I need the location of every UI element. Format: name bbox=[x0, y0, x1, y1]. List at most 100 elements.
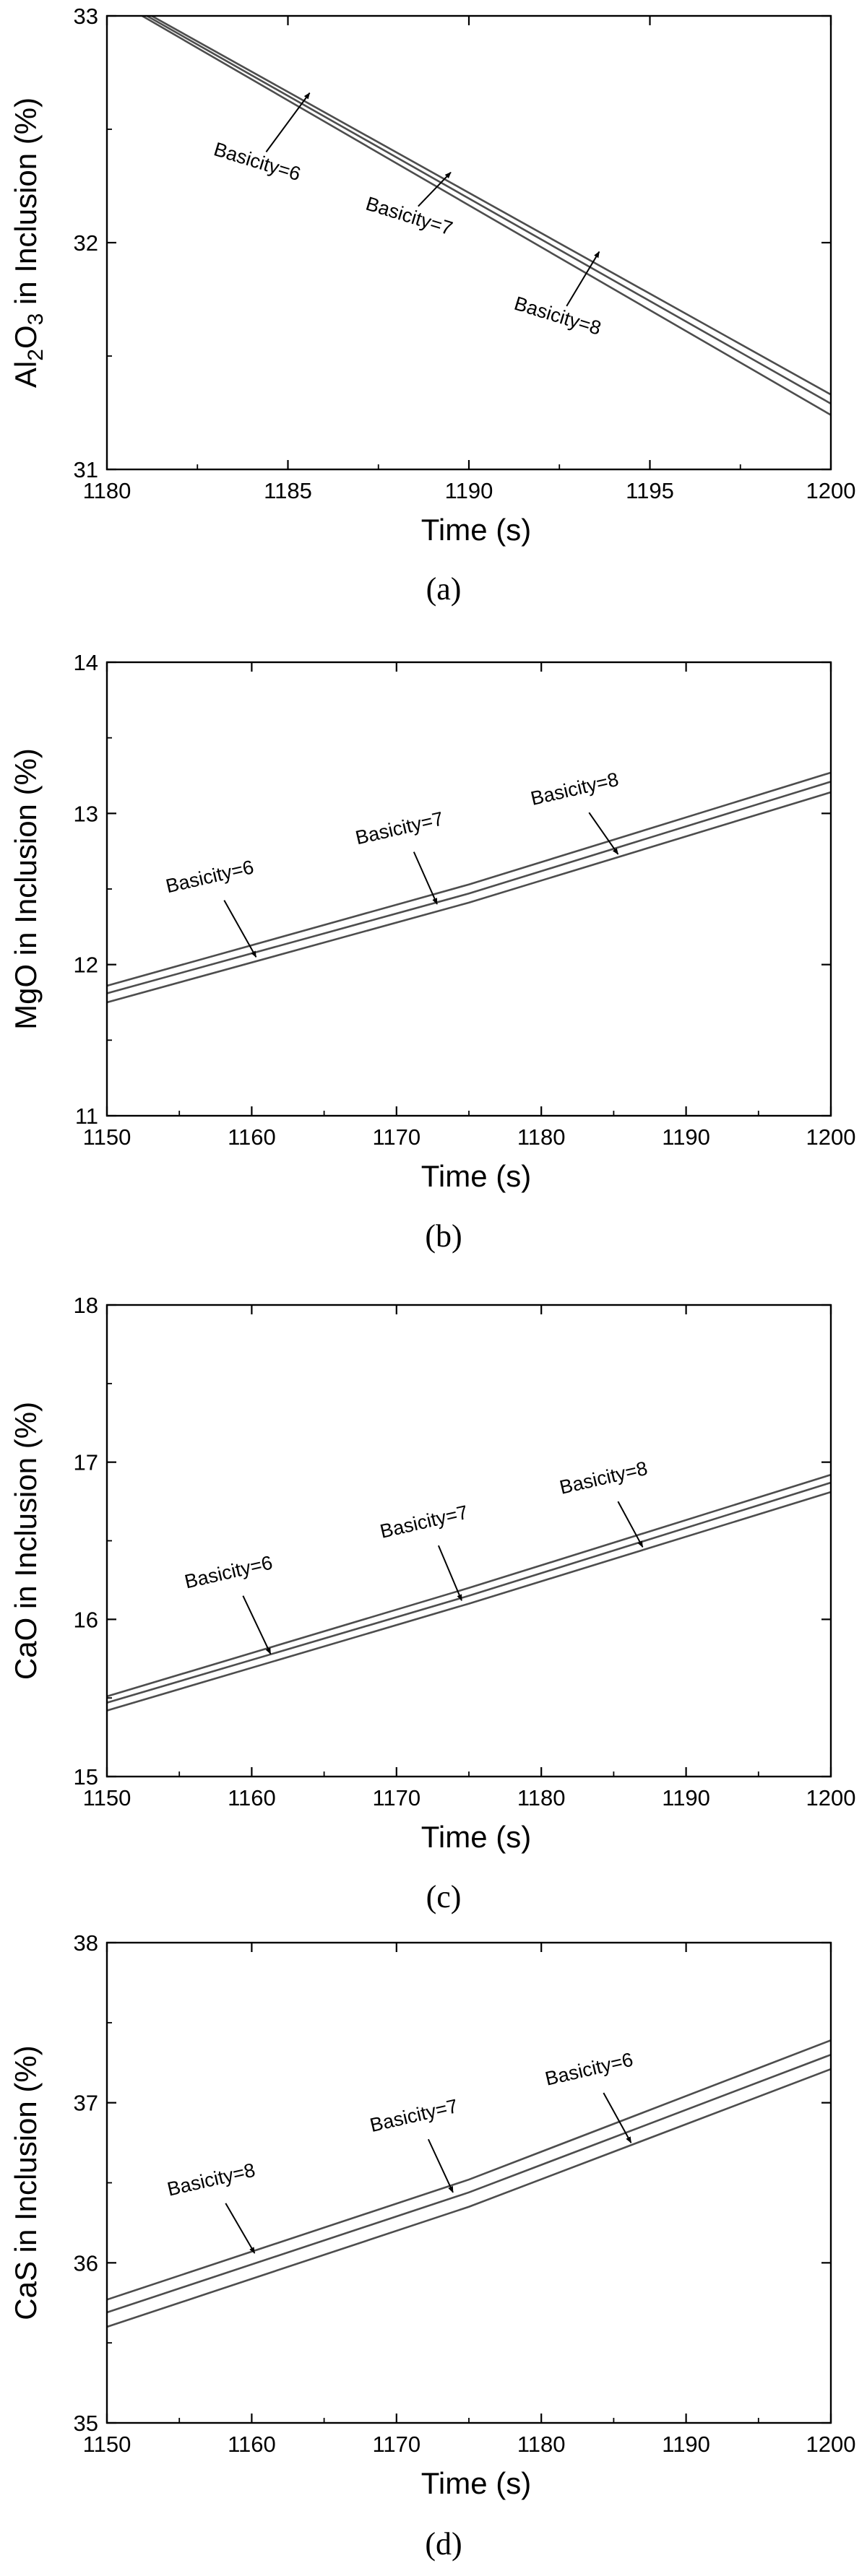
x-axis-title: Time (s) bbox=[421, 1820, 531, 1854]
y-axis-title: CaO in Inclusion (%) bbox=[9, 1402, 43, 1680]
x-tick-label: 1160 bbox=[228, 1124, 276, 1150]
chart-panel: 1150 1160 1170 1180 1190 1200 35 36 37 38 Time (s)… bbox=[9, 1930, 855, 2562]
annotation-arrow bbox=[427, 2138, 454, 2193]
plot-frame bbox=[105, 661, 832, 1117]
series-group bbox=[107, 1473, 831, 1712]
annotation-label: Basicity=8 bbox=[165, 2159, 257, 2200]
annotation-arrow bbox=[437, 1545, 462, 1602]
annotation-label: Basicity=6 bbox=[543, 2049, 635, 2090]
y-tick-label: 37 bbox=[74, 2091, 98, 2116]
series-group bbox=[107, 2039, 831, 2328]
y-tick-label: 36 bbox=[74, 2250, 98, 2276]
chart-panel: 1150 1160 1170 1180 1190 1200 11 12 13 14 Time (s)… bbox=[9, 650, 855, 1254]
x-tick-label: 1185 bbox=[264, 478, 312, 503]
annotation-arrow bbox=[588, 812, 619, 855]
annotation-label: Basicity=7 bbox=[378, 1501, 470, 1543]
x-tick-label: 1200 bbox=[806, 2432, 856, 2457]
series-line bbox=[140, 16, 831, 416]
chart-panel: 1150 1160 1170 1180 1190 1200 15 16 17 18 Time (s)… bbox=[9, 1293, 855, 1914]
y-axis-title: CaS in Inclusion (%) bbox=[9, 2045, 43, 2320]
x-tick-label: 1150 bbox=[83, 1124, 131, 1150]
y-axis-title: Al2O3 in Inclusion (%) bbox=[9, 97, 48, 388]
annotation-label: Basicity=7 bbox=[363, 193, 455, 240]
annotation-arrow bbox=[413, 851, 438, 905]
x-tick-label: 1180 bbox=[517, 1124, 566, 1150]
x-axis-title: Time (s) bbox=[421, 2466, 531, 2500]
y-tick-label: 33 bbox=[74, 4, 98, 29]
annotation-label: Basicity=6 bbox=[211, 138, 303, 185]
x-tick-label: 1160 bbox=[228, 2432, 276, 2457]
plot-frame bbox=[105, 1304, 832, 1778]
panel-caption: (b) bbox=[425, 1218, 462, 1254]
y-tick-label: 13 bbox=[74, 801, 98, 826]
annotation-label: Basicity=8 bbox=[558, 1457, 650, 1499]
annotation-arrow bbox=[617, 1501, 644, 1548]
x-tick-label: 1170 bbox=[372, 2432, 420, 2457]
plot-frame bbox=[105, 14, 832, 471]
x-tick-label: 1160 bbox=[228, 1785, 276, 1810]
y-tick-label: 18 bbox=[74, 1293, 98, 1318]
y-tick-label: 14 bbox=[74, 650, 98, 675]
x-tick-label: 1190 bbox=[445, 478, 493, 503]
y-tick-label: 31 bbox=[74, 457, 98, 482]
y-tick-label: 11 bbox=[75, 1103, 98, 1129]
y-axis-title-part: CaO in Inclusion (%) bbox=[9, 1402, 43, 1680]
panel-caption: (a) bbox=[426, 571, 462, 607]
x-tick-label: 1150 bbox=[83, 1785, 131, 1810]
series-line bbox=[107, 781, 831, 994]
x-tick-label: 1180 bbox=[517, 2432, 566, 2457]
series-line bbox=[150, 16, 831, 396]
series-group bbox=[107, 771, 831, 1004]
x-axis-title: Time (s) bbox=[421, 1159, 531, 1193]
annotation-label: Basicity=7 bbox=[353, 807, 445, 849]
series-line bbox=[107, 791, 831, 1004]
annotation-arrow bbox=[223, 900, 257, 958]
y-tick-label: 15 bbox=[74, 1764, 98, 1790]
y-tick-label: 38 bbox=[74, 1930, 98, 1956]
x-tick-label: 1200 bbox=[806, 1785, 856, 1810]
x-tick-label: 1195 bbox=[626, 478, 674, 503]
y-axis-title-part: in Inclusion (%) bbox=[9, 97, 43, 313]
y-axis-title-part: CaS in Inclusion (%) bbox=[9, 2045, 43, 2320]
y-axis-title-part: Al bbox=[9, 361, 43, 388]
annotation-label: Basicity=7 bbox=[368, 2095, 460, 2136]
panel-caption: (c) bbox=[426, 1879, 462, 1914]
x-tick-label: 1170 bbox=[372, 1785, 420, 1810]
y-axis-title-subscript: 3 bbox=[24, 313, 48, 326]
y-tick-label: 12 bbox=[74, 953, 98, 978]
y-axis-title-part: MgO in Inclusion (%) bbox=[9, 748, 43, 1030]
y-tick-label: 32 bbox=[74, 230, 98, 256]
series-line bbox=[144, 16, 831, 405]
series-line bbox=[107, 1491, 831, 1712]
y-axis-title: MgO in Inclusion (%) bbox=[9, 748, 43, 1030]
annotation-arrow bbox=[603, 2092, 632, 2143]
annotation-arrow bbox=[418, 171, 452, 207]
annotation-label: Basicity=6 bbox=[183, 1551, 275, 1592]
x-tick-label: 1200 bbox=[806, 1124, 856, 1150]
series-line bbox=[107, 1473, 831, 1698]
series-line bbox=[107, 1481, 831, 1704]
x-axis-title: Time (s) bbox=[421, 513, 531, 547]
x-tick-label: 1180 bbox=[83, 478, 131, 503]
y-tick-label: 17 bbox=[74, 1450, 98, 1475]
annotation-arrow bbox=[225, 2203, 256, 2254]
series-group bbox=[140, 16, 831, 416]
x-tick-label: 1200 bbox=[806, 478, 856, 503]
annotation-arrow bbox=[242, 1595, 272, 1655]
annotation-arrow bbox=[566, 251, 600, 307]
y-tick-label: 16 bbox=[74, 1607, 98, 1632]
x-tick-label: 1170 bbox=[372, 1124, 420, 1150]
panel-caption: (d) bbox=[425, 2526, 462, 2562]
annotation-label: Basicity=6 bbox=[164, 856, 256, 897]
x-tick-label: 1180 bbox=[517, 1785, 566, 1810]
series-line bbox=[107, 2053, 831, 2314]
x-tick-label: 1190 bbox=[662, 1785, 710, 1810]
y-tick-label: 35 bbox=[74, 2411, 98, 2436]
annotation-label: Basicity=8 bbox=[512, 292, 603, 339]
annotation-arrow bbox=[265, 92, 311, 152]
x-tick-label: 1190 bbox=[662, 2432, 710, 2457]
x-tick-label: 1150 bbox=[83, 2432, 131, 2457]
y-axis-title-subscript: 2 bbox=[24, 349, 48, 361]
y-axis-title-part: O bbox=[9, 325, 43, 349]
